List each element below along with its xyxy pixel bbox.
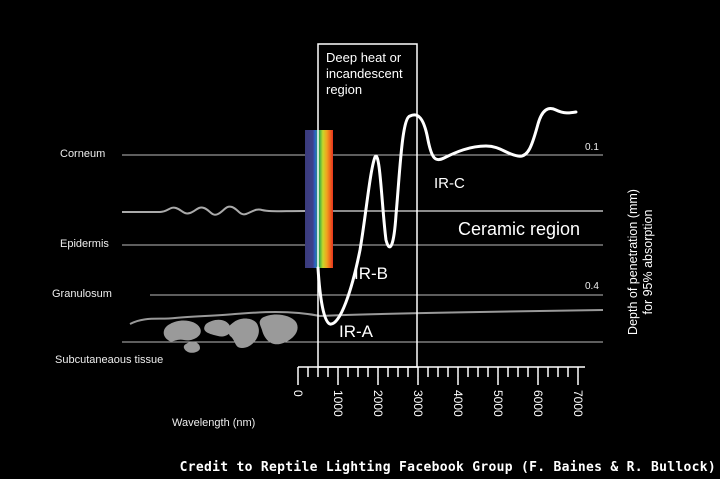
deep-heat-region-label: Deep heat or incandescent region bbox=[326, 50, 403, 98]
visible-spectrum-bar bbox=[305, 130, 333, 268]
x-tick-3000: 3000 bbox=[411, 390, 425, 417]
box-title-line-1: Deep heat or bbox=[326, 50, 402, 65]
absorption-curve bbox=[316, 107, 578, 326]
epidermis-label: Epidermis bbox=[60, 238, 109, 250]
tissue-wave-line bbox=[129, 309, 604, 325]
y-axis-title-line-2: for 95% absorption bbox=[641, 209, 655, 315]
depth-value-top: 0.1 bbox=[585, 142, 599, 153]
x-axis bbox=[297, 366, 585, 385]
x-tick-2000: 2000 bbox=[371, 390, 385, 417]
x-tick-5000: 5000 bbox=[491, 390, 505, 417]
x-tick-6000: 6000 bbox=[531, 390, 545, 417]
depth-value-bottom: 0.4 bbox=[585, 281, 599, 292]
ceramic-region-label: Ceramic region bbox=[458, 219, 581, 239]
y-axis-title-line-1: Depth of penetration (mm) bbox=[626, 189, 640, 335]
x-axis-title: Wavelength (nm) bbox=[172, 417, 256, 429]
x-tick-7000: 7000 bbox=[571, 390, 585, 417]
skin-wave-line bbox=[122, 205, 306, 216]
box-title-line-3: region bbox=[326, 82, 363, 97]
credit-text: Credit to Reptile Lighting Facebook Grou… bbox=[179, 460, 716, 475]
subcutaneous-label: Subcutaneaous tissue bbox=[55, 354, 164, 366]
x-tick-1000: 1000 bbox=[331, 390, 345, 417]
x-tick-0: 0 bbox=[291, 390, 305, 397]
corneum-label: Corneum bbox=[60, 148, 106, 160]
granulosum-label: Granulosum bbox=[52, 288, 112, 300]
ir-b-label: IR-B bbox=[354, 264, 388, 283]
y-axis-title: Depth of penetration (mm) for 95% absorp… bbox=[626, 172, 656, 352]
tissue-blobs bbox=[163, 314, 298, 353]
x-tick-4000: 4000 bbox=[451, 390, 465, 417]
box-title-line-2: incandescent bbox=[326, 66, 403, 81]
ir-c-label: IR-C bbox=[434, 175, 465, 192]
ir-a-label: IR-A bbox=[339, 322, 373, 341]
